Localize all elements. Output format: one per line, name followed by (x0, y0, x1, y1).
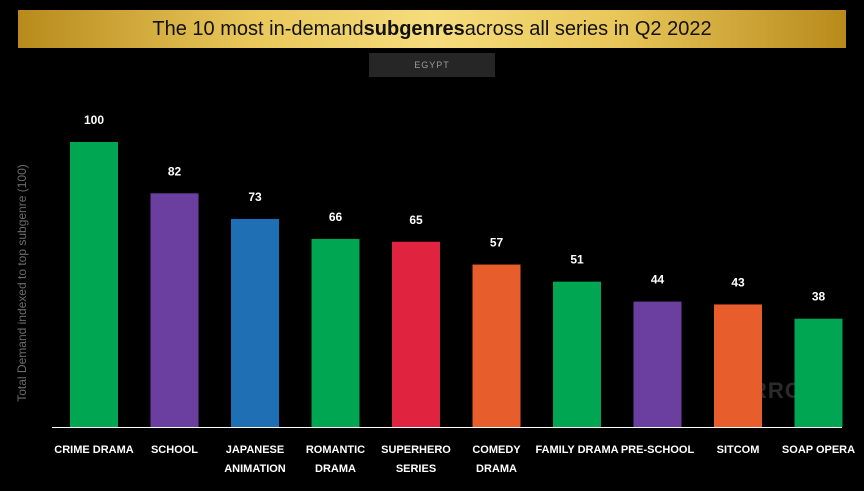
bar-value-label: 43 (731, 275, 745, 289)
bar-value-label: 51 (570, 253, 584, 267)
category-label: SITCOM (717, 444, 760, 456)
bar-value-label: 66 (329, 210, 343, 224)
bar (553, 281, 601, 427)
category-label: SCHOOL (151, 444, 198, 456)
bar (472, 264, 521, 427)
category-label: ROMANTIC (306, 444, 365, 456)
bar-value-label: 38 (812, 290, 826, 304)
category-label: SOAP OPERA (782, 444, 855, 456)
bar-value-label: 82 (168, 164, 182, 178)
bar (231, 218, 279, 427)
category-label: PRE-SCHOOL (621, 444, 695, 456)
bar-value-label: 100 (84, 113, 104, 127)
bar-value-label: 65 (409, 213, 423, 227)
bar-value-label: 44 (651, 273, 665, 287)
bar (633, 301, 682, 427)
bar-value-label: 73 (248, 190, 262, 204)
category-label: DRAMA (315, 463, 356, 475)
category-label: DRAMA (476, 463, 517, 475)
category-label: SUPERHERO (381, 444, 451, 456)
region-tag: EGYPT (369, 53, 495, 77)
category-label: COMEDY (472, 444, 521, 456)
chart-title-pre: The 10 most in-demand (152, 17, 364, 40)
bar (794, 318, 843, 427)
bars-group: 100 CRIME DRAMA 82 SCHOOL 73 JAPANESE ANIMATIO… (54, 113, 855, 475)
chart-title-post: across all series in Q2 2022 (464, 17, 712, 40)
bar (392, 241, 440, 427)
bar (150, 193, 199, 427)
chart-title-bold: subgenres (363, 17, 465, 40)
bar (714, 304, 762, 427)
bar-value-label: 57 (490, 236, 504, 250)
chart-title: The 10 most in-demand subgenres across a… (18, 10, 846, 48)
category-label: JAPANESE (226, 444, 284, 456)
category-label: ANIMATION (224, 463, 286, 475)
category-label: SERIES (396, 463, 436, 475)
bar (311, 238, 360, 427)
category-label: CRIME DRAMA (54, 444, 133, 456)
category-label: FAMILY DRAMA (535, 444, 618, 456)
bar (70, 142, 118, 427)
